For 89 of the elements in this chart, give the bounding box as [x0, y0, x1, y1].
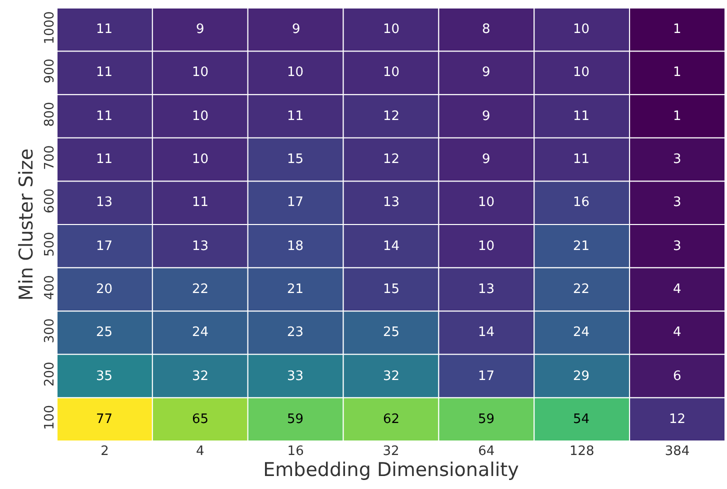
data-label: 8: [482, 22, 490, 37]
data-label: 11: [192, 195, 209, 210]
data-label: 20: [96, 282, 113, 297]
y-tick-label: 300: [42, 318, 58, 344]
data-label: 24: [573, 325, 590, 340]
y-tick-label: 1000: [42, 11, 58, 44]
data-label: 10: [383, 22, 400, 37]
data-label: 6: [673, 369, 682, 384]
data-label: 21: [287, 282, 304, 297]
data-label: 12: [669, 412, 686, 427]
y-tick-label: 600: [42, 188, 58, 214]
data-label: 11: [96, 65, 113, 80]
data-label: 3: [673, 239, 682, 254]
data-label: 13: [478, 282, 495, 297]
data-label: 9: [482, 65, 490, 80]
data-label: 35: [96, 369, 113, 384]
data-label: 62: [383, 412, 400, 427]
data-label: 11: [573, 152, 590, 167]
data-label: 32: [383, 369, 400, 384]
x-tick-label: 32: [382, 444, 400, 459]
data-label: 10: [383, 65, 400, 80]
data-label: 25: [383, 325, 400, 340]
x-tick-label: 16: [287, 444, 304, 459]
data-label: 4: [673, 282, 682, 297]
data-label: 18: [287, 239, 304, 254]
y-tick-label: 700: [42, 145, 58, 170]
data-label: 16: [573, 195, 590, 210]
data-label: 54: [573, 412, 590, 427]
data-label: 1: [673, 65, 682, 80]
y-tick-label: 800: [42, 102, 58, 127]
y-tick-label: 200: [42, 362, 58, 387]
data-label: 14: [478, 325, 495, 340]
data-label: 17: [478, 369, 495, 384]
y-tick-label: 900: [42, 58, 58, 84]
y-tick-label: 400: [42, 275, 58, 300]
data-label: 11: [287, 109, 304, 124]
data-label: 25: [96, 325, 113, 340]
data-label: 59: [287, 412, 304, 427]
data-label: 3: [673, 195, 682, 210]
data-label: 4: [673, 325, 682, 340]
y-tick-label: 500: [42, 232, 58, 257]
data-label: 33: [287, 369, 304, 384]
data-label: 11: [96, 22, 113, 37]
data-label: 21: [573, 239, 590, 254]
data-label: 77: [96, 412, 113, 427]
data-label: 14: [383, 239, 400, 254]
data-label: 15: [383, 282, 400, 297]
data-label: 17: [96, 239, 113, 254]
y-axis-title: Min Cluster Size: [15, 148, 38, 301]
data-label: 15: [287, 152, 304, 167]
data-label: 22: [192, 282, 209, 297]
data-label: 23: [287, 325, 304, 340]
data-label: 22: [573, 282, 590, 297]
y-tick-label: 100: [42, 404, 58, 430]
data-label: 10: [573, 22, 590, 37]
data-label: 10: [573, 65, 590, 80]
x-tick-label: 384: [664, 444, 690, 459]
data-label: 1: [673, 22, 682, 37]
data-label: 65: [192, 412, 209, 427]
data-label: 11: [573, 109, 590, 124]
data-label: 24: [192, 325, 209, 340]
data-label: 11: [96, 109, 113, 124]
data-label: 9: [292, 22, 300, 37]
data-label: 10: [478, 195, 495, 210]
data-label: 13: [192, 239, 209, 254]
data-label: 13: [96, 195, 113, 210]
data-label: 10: [287, 65, 304, 80]
data-label: 10: [192, 65, 209, 80]
x-axis-title: Embedding Dimensionality: [263, 459, 519, 481]
data-label: 10: [478, 239, 495, 254]
data-label: 29: [573, 369, 590, 384]
data-label: 12: [383, 152, 400, 167]
data-label: 1: [673, 109, 682, 124]
data-label: 10: [192, 109, 209, 124]
x-tick-label: 64: [478, 444, 495, 459]
data-label: 32: [192, 369, 209, 384]
data-label: 12: [383, 109, 400, 124]
data-label: 3: [673, 152, 682, 167]
x-tick-label: 4: [196, 444, 204, 459]
data-label: 9: [196, 22, 204, 37]
x-tick-label: 128: [569, 444, 594, 459]
data-label: 13: [383, 195, 400, 210]
x-tick-label: 2: [100, 444, 109, 459]
data-label: 10: [192, 152, 209, 167]
data-label: 59: [478, 412, 495, 427]
data-label: 11: [96, 152, 113, 167]
data-label: 9: [482, 109, 490, 124]
data-label: 17: [287, 195, 304, 210]
data-label: 9: [482, 152, 490, 167]
